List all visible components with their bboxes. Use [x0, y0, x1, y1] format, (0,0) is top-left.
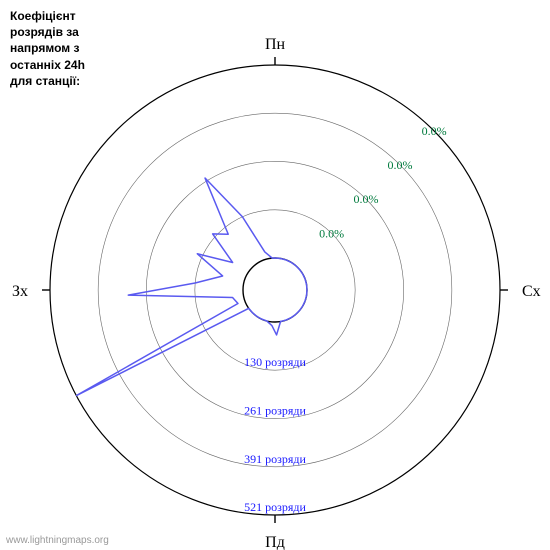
pct-label: 0.0%	[388, 158, 413, 172]
label-west: Зх	[12, 283, 28, 300]
discharge-label: 521 розряди	[244, 500, 306, 514]
footer-link: www.lightningmaps.org	[6, 535, 109, 546]
pct-label: 0.0%	[319, 226, 344, 240]
label-east: Сх	[522, 283, 541, 300]
discharge-label: 261 розряди	[244, 404, 306, 418]
pct-label: 0.0%	[353, 192, 378, 206]
pct-label: 0.0%	[422, 124, 447, 138]
label-south: Пд	[265, 534, 285, 550]
label-north: Пн	[265, 36, 286, 53]
discharge-label: 391 розряди	[244, 452, 306, 466]
chart-title: Коефіцієнт розрядів за напрямом з останн…	[10, 8, 85, 89]
discharge-label: 130 розряди	[244, 355, 306, 369]
